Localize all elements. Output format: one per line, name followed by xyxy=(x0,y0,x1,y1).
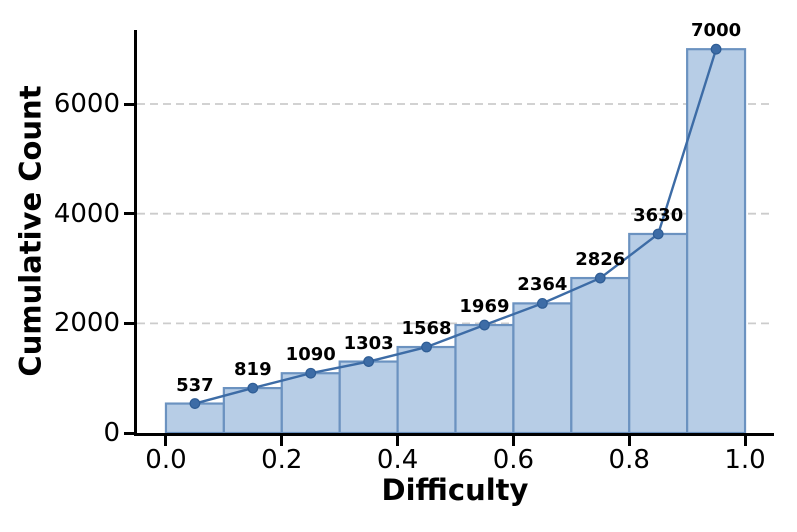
y-tick-label: 4000 xyxy=(53,198,120,229)
bar-value-label: 1303 xyxy=(343,332,394,354)
x-tick-mark xyxy=(396,436,400,446)
x-tick-mark xyxy=(511,436,515,446)
chart-canvas xyxy=(137,43,774,435)
data-point-marker xyxy=(363,356,375,367)
data-point-marker xyxy=(189,398,201,409)
histogram-bar xyxy=(396,345,457,435)
x-tick-label: 0.4 xyxy=(376,445,419,475)
bar-value-label: 3630 xyxy=(633,204,684,226)
data-point-marker xyxy=(594,272,606,284)
bar-value-label: 1090 xyxy=(285,344,336,366)
data-point-marker xyxy=(710,43,722,55)
y-tick-mark xyxy=(124,321,134,325)
histogram-bar xyxy=(686,48,747,435)
x-axis-spine xyxy=(134,433,774,436)
data-point-marker xyxy=(305,367,317,379)
x-tick-label: 1.0 xyxy=(724,445,766,475)
bar-value-label: 7000 xyxy=(691,20,742,42)
x-tick-label: 0.2 xyxy=(261,445,303,475)
x-tick-mark xyxy=(743,436,747,446)
histogram-bar xyxy=(454,323,515,435)
y-axis-spine xyxy=(134,30,137,436)
histogram-bar xyxy=(570,276,631,435)
cumulative-line xyxy=(193,47,718,405)
histogram-bar xyxy=(280,372,341,435)
histogram-bar xyxy=(512,302,573,435)
x-tick-label: 0.8 xyxy=(608,445,650,475)
x-tick-mark xyxy=(164,436,168,446)
x-tick-mark xyxy=(627,436,631,446)
bar-value-label: 1568 xyxy=(401,318,452,340)
plot-area: 537 819 1090 1303 1568 1969 2364 2826 3630 7000 xyxy=(134,22,774,436)
data-point-marker xyxy=(247,382,259,394)
y-tick-mark xyxy=(124,431,134,435)
y-tick-label: 6000 xyxy=(53,89,120,120)
bar-value-label: 2826 xyxy=(575,249,626,271)
y-tick-label: 2000 xyxy=(53,308,120,339)
data-point-marker xyxy=(421,341,432,353)
bar-value-label: 819 xyxy=(234,359,272,381)
bar-value-label: 2364 xyxy=(517,274,568,296)
x-axis-label: Difficulty xyxy=(381,473,529,507)
bar-value-label: 1969 xyxy=(459,296,510,318)
y-tick-mark xyxy=(124,212,134,216)
y-tick-label: 0 xyxy=(103,418,120,448)
y-tick-mark xyxy=(124,102,134,106)
x-tick-mark xyxy=(280,436,284,446)
histogram-bar xyxy=(222,386,283,435)
data-point-marker xyxy=(536,297,548,309)
bar-value-label: 537 xyxy=(176,374,214,396)
x-tick-label: 0.0 xyxy=(145,445,187,475)
histogram-bar xyxy=(338,360,399,435)
x-tick-label: 0.6 xyxy=(492,445,535,475)
data-point-marker xyxy=(479,319,490,331)
data-point-marker xyxy=(652,228,664,240)
histogram-bar xyxy=(628,232,689,435)
